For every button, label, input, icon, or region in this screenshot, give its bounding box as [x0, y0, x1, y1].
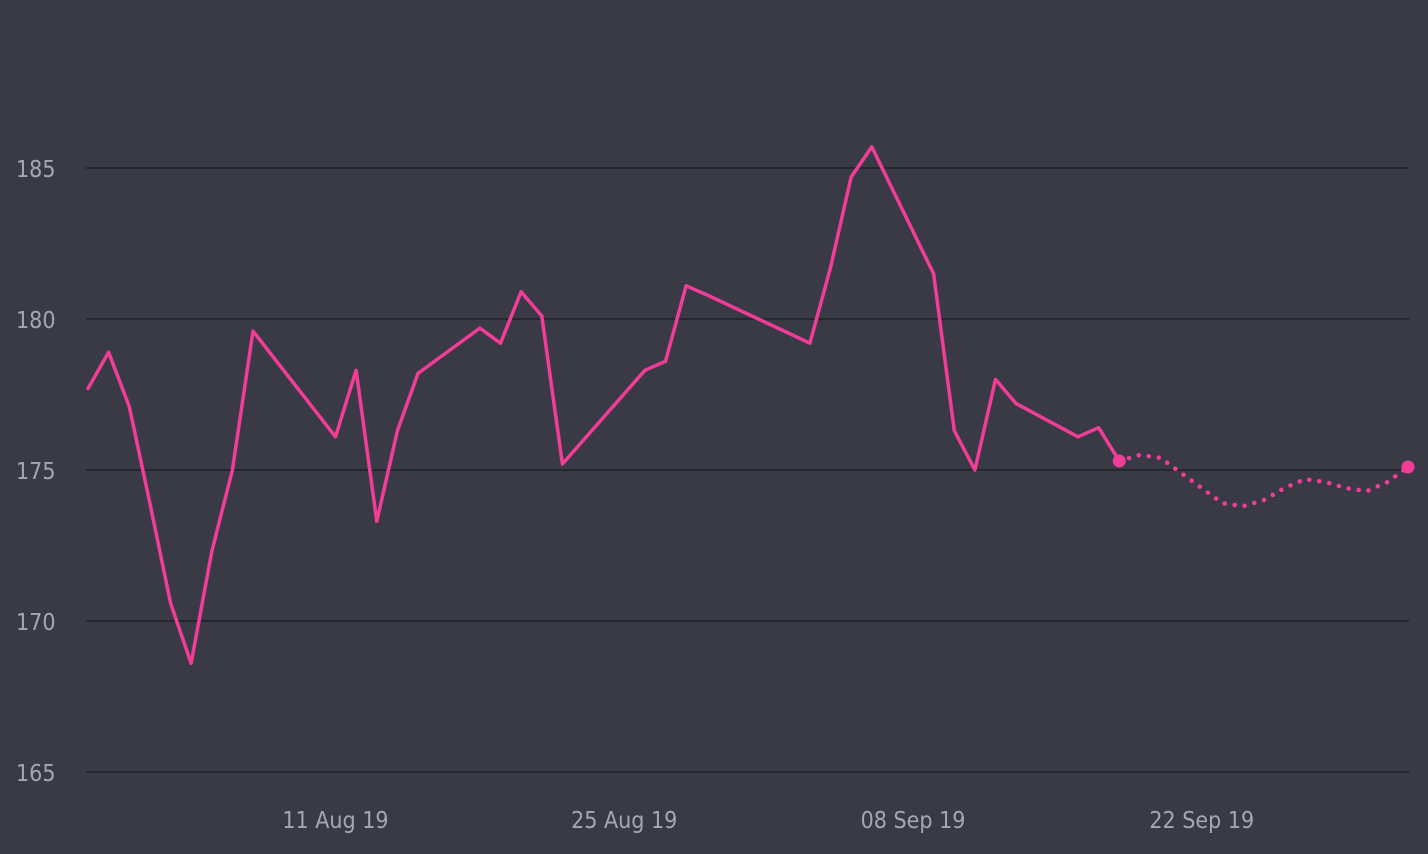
data-point-dotted-9: [1303, 477, 1307, 481]
data-point-dotted-2: [1159, 456, 1163, 460]
series-layer: [86, 145, 1411, 666]
y-tick-label-175: 175: [16, 459, 56, 485]
data-point-solid-23: [808, 341, 812, 345]
data-point-dotted-13: [1385, 480, 1389, 484]
data-point-solid-16: [519, 290, 523, 294]
y-tick-label-185: 185: [16, 157, 56, 183]
data-point-dotted-8: [1282, 486, 1286, 490]
data-point-solid-30: [994, 377, 998, 381]
data-point-solid-31: [1014, 402, 1018, 406]
y-tick-label-180: 180: [16, 308, 56, 334]
data-point-solid-17: [540, 314, 544, 318]
data-point-dotted-5: [1220, 501, 1224, 505]
data-point-solid-26: [870, 145, 874, 149]
x-tick-label-3: 22 Sep 19: [1149, 808, 1254, 834]
data-point-dotted-7: [1262, 498, 1266, 502]
data-point-dotted-3: [1179, 471, 1183, 475]
y-axis: 165 170 175 180 185: [16, 157, 56, 787]
data-point-dotted-11: [1344, 486, 1348, 490]
data-point-solid-8: [251, 329, 255, 333]
series-line-dotted: [1117, 452, 1411, 509]
data-point-solid-18: [560, 462, 564, 466]
data-point-dotted-10: [1324, 480, 1328, 484]
data-point-solid-6: [210, 550, 214, 554]
data-point-solid-9: [334, 435, 338, 439]
data-point-solid-27: [932, 272, 936, 276]
data-point-solid-13: [416, 371, 420, 375]
data-point-solid-3: [148, 501, 152, 505]
data-point-solid-19: [643, 368, 647, 372]
x-axis: 11 Aug 19 25 Aug 19 08 Sep 19 22 Sep 19: [282, 808, 1254, 834]
data-point-solid-25: [849, 175, 853, 179]
data-point-solid-28: [952, 429, 956, 433]
data-point-solid-4: [169, 601, 173, 605]
marker-layer: [1112, 454, 1415, 474]
y-tick-label-170: 170: [16, 610, 56, 636]
data-point-dotted-12: [1365, 489, 1369, 493]
data-point-solid-29: [973, 468, 977, 472]
data-point-solid-12: [395, 429, 399, 433]
data-point-solid-24: [829, 266, 833, 270]
data-point-solid-33: [1097, 426, 1101, 430]
data-point-solid-21: [684, 284, 688, 288]
data-point-solid-10: [354, 368, 358, 372]
data-point-solid-7: [230, 468, 234, 472]
point-marker-0: [1112, 454, 1126, 468]
series-line-solid: [86, 145, 1122, 666]
data-point-solid-5: [189, 661, 193, 665]
data-point-dotted-1: [1138, 453, 1142, 457]
data-point-solid-32: [1076, 435, 1080, 439]
data-point-dotted-6: [1241, 504, 1245, 508]
data-point-solid-15: [499, 341, 503, 345]
x-tick-label-2: 08 Sep 19: [861, 808, 966, 834]
data-point-solid-11: [375, 519, 379, 523]
point-marker-1: [1401, 460, 1415, 474]
data-point-solid-14: [478, 326, 482, 330]
grid-layer: [86, 167, 1409, 773]
data-point-solid-1: [107, 350, 111, 354]
y-tick-label-165: 165: [16, 761, 56, 787]
data-point-solid-0: [86, 386, 90, 390]
data-point-solid-20: [664, 359, 668, 363]
x-tick-label-0: 11 Aug 19: [282, 808, 388, 834]
data-point-solid-22: [705, 293, 709, 297]
x-tick-label-1: 25 Aug 19: [571, 808, 677, 834]
data-point-dotted-4: [1200, 486, 1204, 490]
data-point-solid-2: [127, 405, 131, 409]
